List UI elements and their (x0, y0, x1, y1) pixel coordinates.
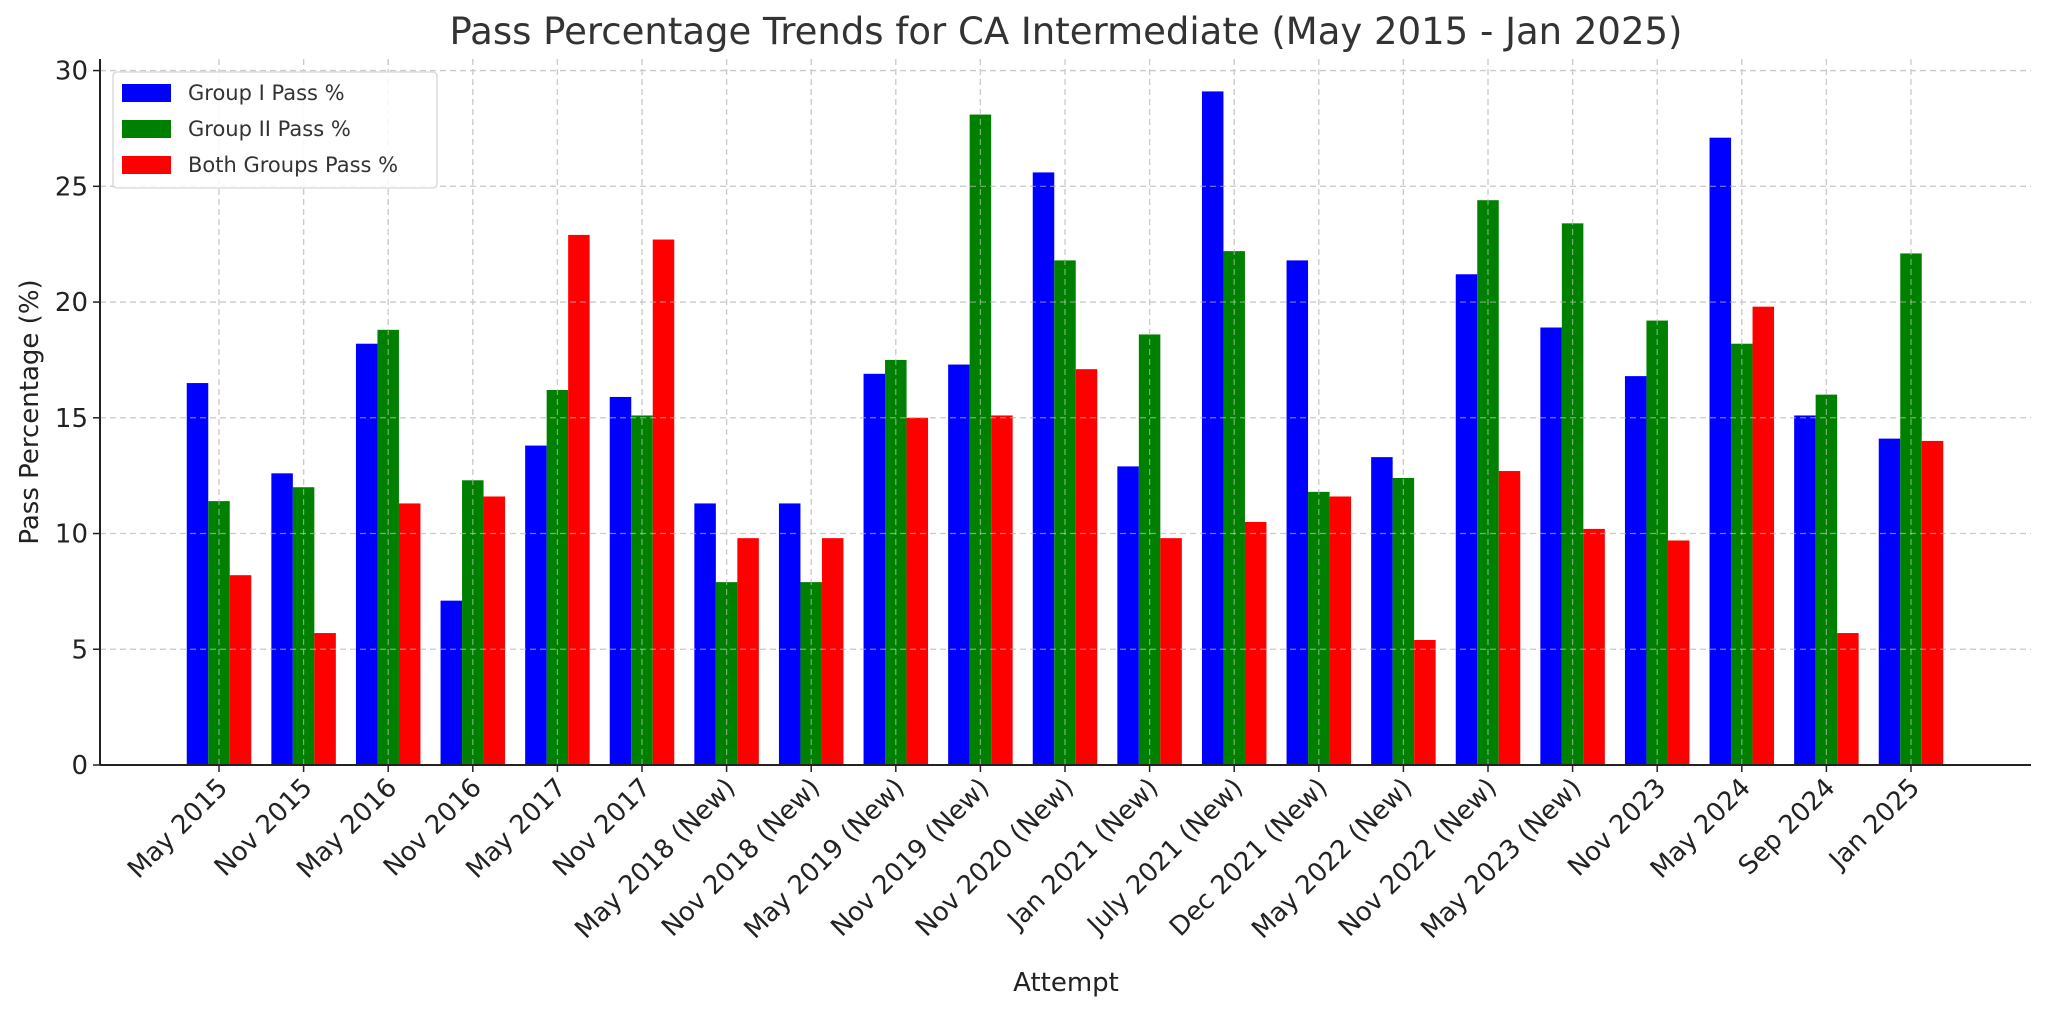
bar (568, 234, 590, 765)
bar (1455, 274, 1478, 765)
bar (483, 496, 506, 765)
bar (906, 417, 929, 765)
bar (1921, 440, 1944, 765)
bar (355, 343, 378, 765)
bar (609, 396, 632, 765)
x-tick-label: May 2022 (New) (1246, 773, 1418, 945)
bar (1160, 538, 1182, 765)
bar (1498, 471, 1521, 765)
x-tick-label: Jan 2025 (1822, 773, 1926, 877)
bar (546, 390, 569, 765)
bar (1371, 457, 1393, 765)
bar (1075, 369, 1098, 765)
y-tick-label: 30 (55, 57, 88, 87)
x-tick-label: May 2019 (New) (739, 773, 911, 945)
bar (1752, 306, 1775, 765)
bar (186, 383, 209, 765)
bar (821, 538, 844, 765)
bar (991, 415, 1013, 765)
x-tick-label: Dec 2021 (New) (1164, 773, 1334, 943)
bar (1667, 540, 1690, 765)
x-tick-label: Nov 2019 (New) (825, 773, 995, 943)
bar (1837, 633, 1859, 765)
x-tick-label: May 2023 (New) (1415, 773, 1587, 945)
bar (1709, 137, 1732, 765)
legend-label: Group I Pass % (188, 81, 345, 105)
bar (440, 600, 463, 765)
bar (1540, 327, 1562, 765)
bar (1794, 415, 1816, 765)
bar (292, 487, 315, 765)
bar (1624, 376, 1647, 765)
y-tick-label: 25 (55, 172, 88, 202)
x-tick-label: Jan 2021 (New) (1001, 773, 1165, 937)
bar (1583, 528, 1605, 765)
chart-title: Pass Percentage Trends for CA Intermedia… (450, 10, 1683, 53)
y-tick-label: 10 (55, 520, 88, 550)
y-axis-ticks: 0 5 10 15 20 25 30 (55, 57, 100, 781)
bar (1308, 491, 1330, 765)
bar (1032, 172, 1055, 765)
bar (1244, 521, 1267, 765)
bar (377, 329, 399, 765)
x-tick-label: Nov 2018 (New) (656, 773, 826, 943)
x-tick-label: July 2021 (New) (1081, 773, 1250, 942)
bar (229, 575, 252, 765)
bar (1286, 260, 1309, 765)
legend-box (112, 71, 438, 189)
bar (948, 364, 970, 765)
legend-swatch (122, 156, 171, 174)
bar (314, 633, 336, 765)
bar (525, 445, 547, 765)
bar (694, 503, 716, 765)
bar (863, 373, 886, 765)
bar (778, 503, 801, 765)
legend-swatch (122, 120, 171, 138)
y-tick-label: 5 (71, 635, 88, 665)
y-tick-label: 15 (55, 404, 88, 434)
legend: Group I Pass % Group II Pass % Both Groups… (112, 71, 438, 189)
legend-label: Both Groups Pass % (188, 153, 398, 177)
x-tick-label: Nov 2020 (New) (910, 773, 1080, 943)
y-tick-label: 0 (71, 751, 88, 781)
bar (652, 239, 675, 765)
bar (1329, 496, 1352, 765)
y-tick-label: 20 (55, 288, 88, 318)
bars (100, 59, 2031, 766)
bar (271, 473, 293, 765)
bar (1117, 466, 1139, 765)
bar (737, 538, 759, 765)
bar (398, 503, 421, 765)
x-tick-label: Nov 2022 (New) (1333, 773, 1503, 943)
y-axis-label: Pass Percentage (%) (15, 279, 45, 544)
legend-swatch (122, 84, 171, 102)
bar (1201, 91, 1224, 765)
bar (1878, 438, 1901, 765)
bar (1414, 640, 1436, 765)
bar (1223, 251, 1245, 766)
legend-label: Group II Pass % (188, 117, 351, 141)
x-axis-label: Attempt (1013, 968, 1119, 998)
x-tick-label: May 2018 (New) (569, 773, 741, 945)
